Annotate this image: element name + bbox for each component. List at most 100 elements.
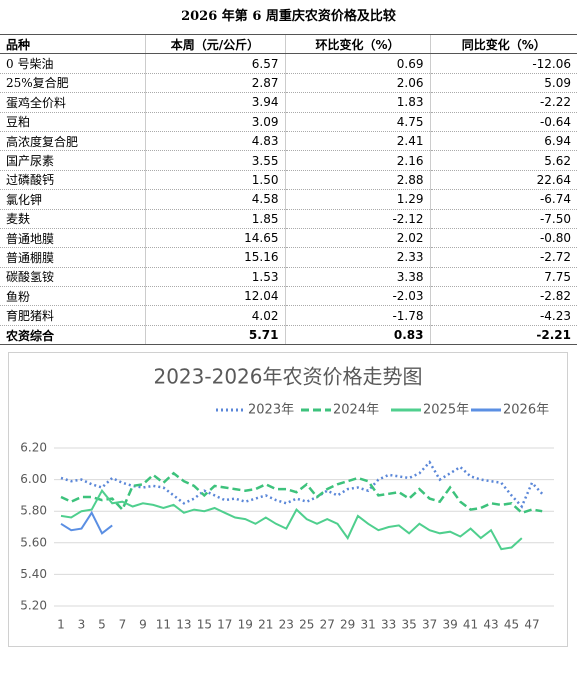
table-cell: -12.06 (429, 53, 577, 74)
table-body: 品种 本周（元/公斤） 环比变化（%） 同比变化（%） 0 号柴油 6.57 0.69 -12… (0, 33, 577, 346)
x-tick-label: 25 (299, 618, 314, 632)
table-cell: 同比变化（%） (429, 33, 577, 55)
x-tick-label: 15 (197, 618, 212, 632)
table-row: 高浓度复合肥 4.83 2.41 6.94 (0, 131, 577, 152)
table-cell: 0.69 (284, 53, 430, 74)
y-tick-label: 5.40 (20, 567, 47, 581)
table-cell: 4.02 (144, 305, 285, 326)
x-tick-label: 47 (524, 618, 539, 632)
table-cell: 2.06 (284, 73, 430, 94)
table-cell: 4.58 (144, 189, 285, 210)
table-cell: 1.29 (284, 189, 430, 210)
table-cell: 2.16 (284, 150, 430, 171)
table-cell: -2.82 (429, 286, 577, 307)
chart-title: 2023-2026年农资价格走势图 (153, 365, 422, 389)
table-cell: -4.23 (429, 305, 577, 326)
legend-label: 2023年 (248, 403, 294, 418)
x-tick-label: 21 (258, 618, 273, 632)
table-row: 育肥猪料 4.02 -1.78 -4.23 (0, 305, 577, 326)
y-tick-label: 5.60 (20, 535, 47, 549)
table-cell: 2.02 (284, 228, 430, 249)
table-cell: 2.41 (284, 131, 430, 152)
table-cell: 碳酸氢铵 (0, 267, 145, 288)
table-row: 农资综合 5.71 0.83 -2.21 (0, 325, 577, 346)
table-cell: 普通棚膜 (0, 247, 145, 268)
table-cell: 过磷酸钙 (0, 170, 145, 191)
x-tick-label: 29 (340, 618, 355, 632)
table-cell: 氯化钾 (0, 189, 145, 210)
table-cell: 高浓度复合肥 (0, 131, 145, 152)
x-tick-label: 13 (176, 618, 191, 632)
series-line (60, 460, 544, 509)
table-row: 氯化钾 4.58 1.29 -6.74 (0, 189, 577, 210)
x-tick-label: 45 (504, 618, 519, 632)
table-row: 麦麸 1.85 -2.12 -7.50 (0, 209, 577, 229)
table-cell: -2.03 (284, 286, 430, 307)
table-cell: 品种 (0, 33, 145, 55)
table-row: 蛋鸡全价料 3.94 1.83 -2.22 (0, 92, 577, 113)
x-tick-label: 5 (98, 618, 106, 632)
table-cell: 25%复合肥 (0, 73, 145, 94)
table-cell: 蛋鸡全价料 (0, 92, 145, 113)
table-cell: 22.64 (429, 170, 577, 191)
table-cell: 3.09 (144, 112, 285, 132)
x-tick-label: 27 (320, 618, 335, 632)
table-cell: 本周（元/公斤） (144, 33, 285, 55)
x-tick-label: 7 (119, 618, 127, 632)
table-cell: -2.72 (429, 247, 577, 268)
legend-label: 2025年 (423, 403, 469, 418)
table-cell: 6.94 (429, 131, 577, 152)
table-cell: 0.83 (284, 325, 430, 346)
x-tick-label: 9 (139, 618, 147, 632)
table-cell: 6.57 (144, 53, 285, 74)
table-row: 品种 本周（元/公斤） 环比变化（%） 同比变化（%） (0, 33, 577, 55)
table-cell: -7.50 (429, 209, 577, 229)
series-line (60, 471, 543, 515)
table-cell: 3.55 (144, 150, 285, 171)
table-cell: 国产尿素 (0, 150, 145, 171)
table-cell: 1.53 (144, 267, 285, 288)
table-cell: -1.78 (284, 305, 430, 326)
table-cell: 7.75 (429, 267, 577, 288)
doc-title: 2026 年第 6 周重庆农资价格及比较 (181, 9, 396, 24)
table-cell: 3.38 (284, 267, 430, 288)
table-cell: -0.64 (429, 112, 577, 132)
table-cell: -2.12 (284, 209, 430, 229)
table-cell: 2.88 (284, 170, 430, 191)
table-cell: 2.87 (144, 73, 285, 94)
table-row: 鱼粉 12.04 -2.03 -2.82 (0, 286, 577, 307)
y-tick-label: 5.80 (20, 504, 47, 518)
table-cell: -2.21 (429, 325, 577, 346)
table-cell: -0.80 (429, 228, 577, 249)
legend-label: 2026年 (503, 403, 549, 418)
table-cell: 1.83 (284, 92, 430, 113)
x-tick-label: 31 (361, 618, 376, 632)
series-line (60, 510, 113, 535)
table-row: 0 号柴油 6.57 0.69 -12.06 (0, 53, 577, 74)
x-tick-label: 11 (156, 618, 171, 632)
x-tick-label: 41 (463, 618, 478, 632)
table-cell: 鱼粉 (0, 286, 145, 307)
table-row: 豆粕 3.09 4.75 -0.64 (0, 112, 577, 132)
table-row: 25%复合肥 2.87 2.06 5.09 (0, 73, 577, 94)
table-cell: 12.04 (144, 286, 285, 307)
x-tick-label: 35 (401, 618, 416, 632)
table-cell: 5.71 (144, 325, 285, 346)
y-tick-label: 6.00 (20, 472, 47, 486)
table-row: 普通棚膜 15.16 2.33 -2.72 (0, 247, 577, 268)
table-cell: 3.94 (144, 92, 285, 113)
x-tick-label: 1 (57, 618, 65, 632)
x-tick-label: 43 (483, 618, 498, 632)
x-tick-label: 3 (78, 618, 86, 632)
table-row: 过磷酸钙 1.50 2.88 22.64 (0, 170, 577, 191)
table-row: 碳酸氢铵 1.53 3.38 7.75 (0, 267, 577, 288)
table-cell: 麦麸 (0, 209, 145, 229)
chart: 2023-2026年农资价格走势图 5.20 5.40 5.60 5.80 6.00 6.… (8, 352, 568, 647)
x-tick-label: 17 (217, 618, 232, 632)
x-tick-label: 19 (238, 618, 253, 632)
table-cell: 环比变化（%） (284, 33, 430, 55)
table-cell: 农资综合 (0, 325, 145, 346)
legend-label: 2024年 (333, 403, 379, 418)
x-tick-label: 23 (279, 618, 294, 632)
